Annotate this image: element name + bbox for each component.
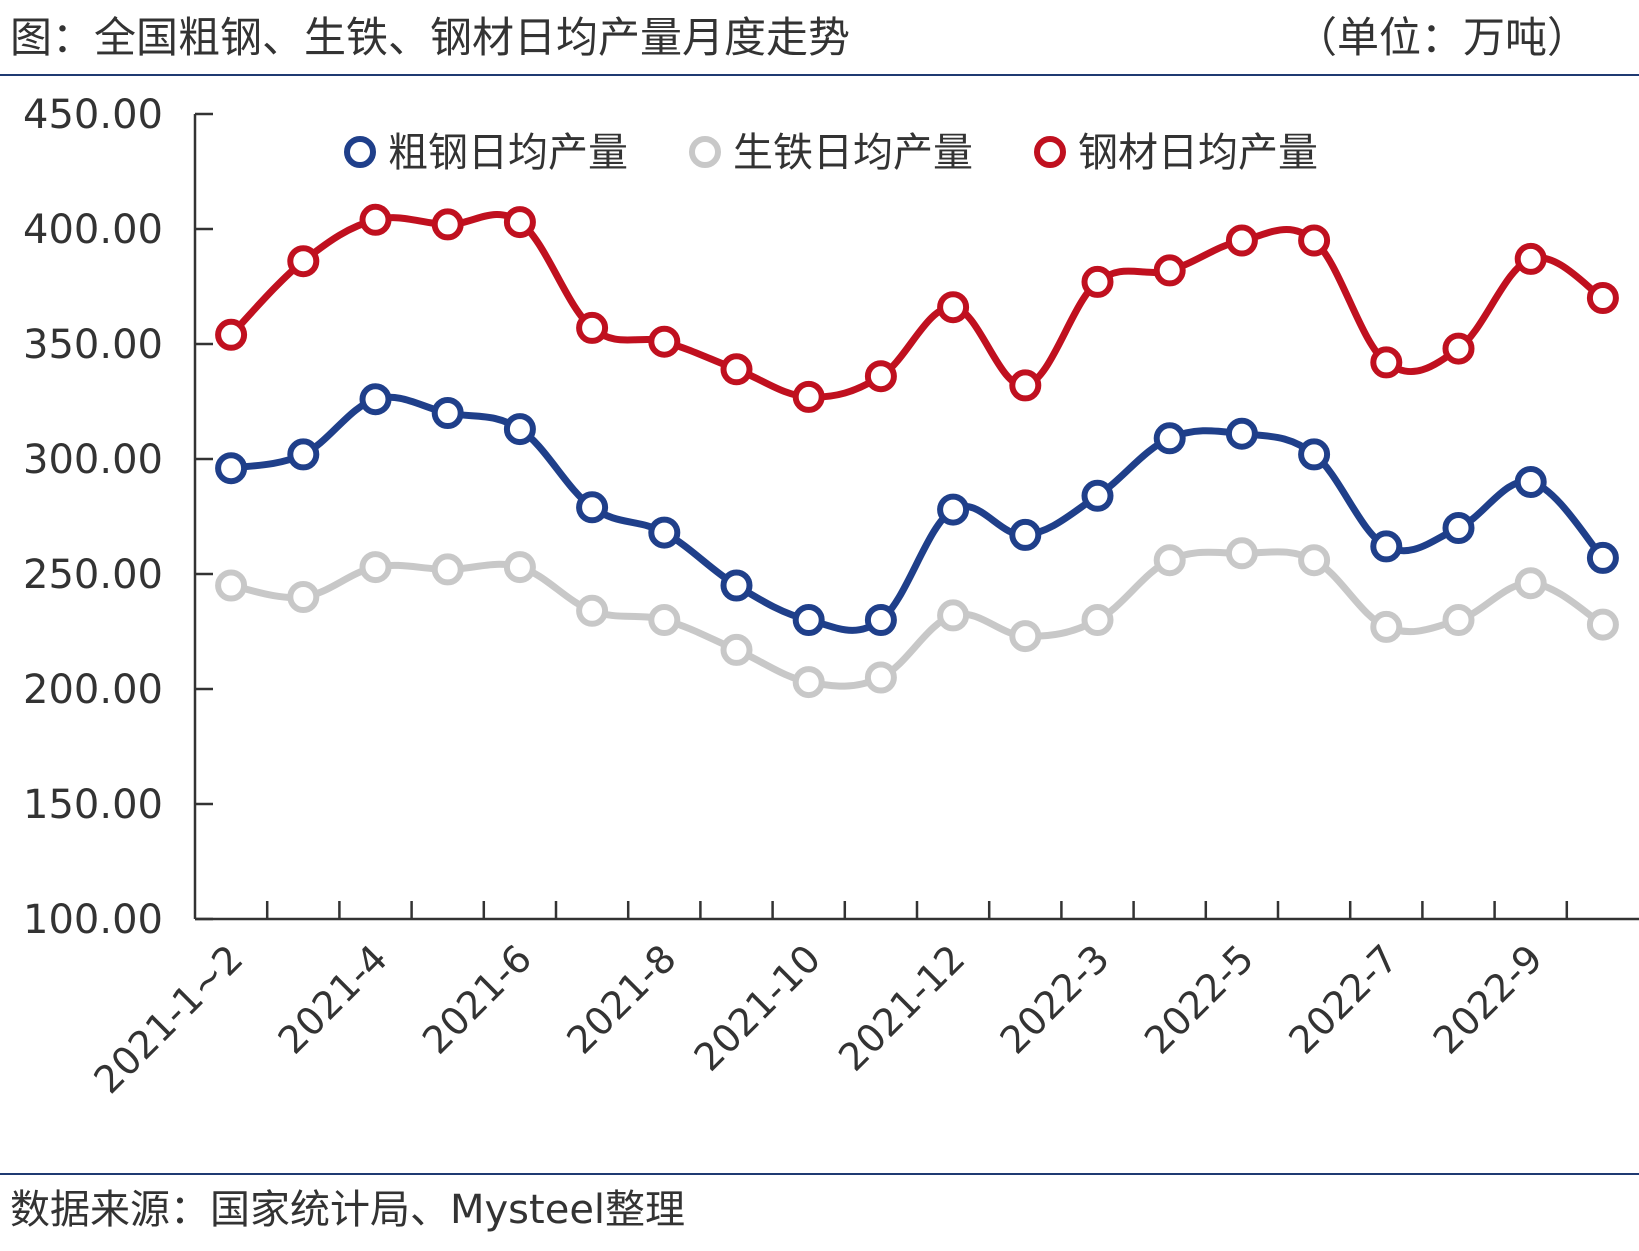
pig-iron-legend-label: 生铁日均产量: [733, 130, 973, 176]
axes: [193, 114, 1639, 921]
top-divider: [0, 74, 1639, 76]
crude-steel-line: [227, 393, 1607, 634]
steel-products-point: [1370, 346, 1403, 379]
steel-products-legend-label: 钢材日均产量: [1078, 130, 1318, 176]
crude-steel-point: [648, 516, 681, 549]
steel-products-point: [792, 380, 825, 413]
steel-products-point: [1442, 332, 1475, 365]
crude-steel-point: [1081, 479, 1114, 512]
crude-steel-point: [1225, 417, 1258, 450]
pig-iron-point: [431, 553, 464, 586]
steel-products-point: [1009, 369, 1042, 402]
crude-steel-point: [431, 397, 464, 429]
crude-steel-point: [1153, 422, 1186, 455]
pig-iron-point: [1153, 544, 1186, 577]
crude-steel-point: [1370, 530, 1403, 563]
pig-iron-point: [1586, 608, 1619, 641]
y-tick-label: 350.00: [23, 322, 163, 368]
pig-iron-point: [1370, 610, 1403, 643]
x-tick-label: 2022-7: [1280, 936, 1406, 1062]
steel-products-point: [359, 203, 392, 236]
steel-products-legend-marker: [1034, 136, 1066, 168]
crude-steel-point: [503, 413, 536, 446]
steel-products-point: [215, 318, 248, 351]
crude-steel-point: [792, 604, 825, 636]
crude-steel-point: [287, 438, 320, 471]
y-tick-label: 200.00: [23, 667, 163, 713]
y-axis-ticks: 100.00 150.00 200.00 250.00 300.00 350.00 400.…: [23, 92, 213, 943]
steel-products-point: [1298, 224, 1331, 257]
pig-iron-point: [937, 599, 970, 632]
crude-steel-point: [864, 604, 897, 636]
crude-steel-legend-marker: [344, 136, 376, 168]
chart-title: 图：全国粗钢、生铁、钢材日均产量月度走势: [10, 13, 851, 62]
line-chart: 100.00 150.00 200.00 250.00 300.00 350.00 400.…: [23, 92, 1639, 1102]
x-tick-label: 2022-3: [992, 936, 1118, 1062]
crude-steel-legend-label: 粗钢日均产量: [388, 130, 628, 176]
x-tick-label: 2021-6: [414, 936, 540, 1062]
header: 图：全国粗钢、生铁、钢材日均产量月度走势 （单位：万吨）: [0, 0, 1639, 76]
pig-iron-point: [287, 581, 320, 613]
steel-products-point: [937, 291, 970, 324]
y-tick-label: 250.00: [23, 552, 163, 598]
pig-iron-point: [1298, 544, 1331, 577]
y-tick-label: 300.00: [23, 437, 163, 483]
pig-iron-point: [576, 594, 609, 627]
legend: 粗钢日均产量 生铁日均产量 钢材日均产量: [344, 130, 1318, 176]
crude-steel-point: [215, 452, 248, 485]
crude-steel-point: [720, 569, 753, 602]
pig-iron-point: [1442, 604, 1475, 636]
pig-iron-point: [864, 661, 897, 694]
steel-products-point: [1081, 265, 1114, 298]
crude-steel-point: [1298, 438, 1331, 471]
crude-steel-point: [576, 491, 609, 524]
x-tick-label: 2021-8: [558, 936, 684, 1062]
pig-iron-point: [359, 551, 392, 584]
pig-iron-point: [648, 604, 681, 636]
bottom-divider: [0, 1173, 1639, 1175]
source-note: 数据来源：国家统计局、Mysteel整理: [10, 1187, 686, 1233]
y-tick-label: 450.00: [23, 92, 163, 138]
y-tick-label: 400.00: [23, 207, 163, 253]
crude-steel-point: [1442, 512, 1475, 544]
pig-iron-legend-marker: [689, 136, 721, 168]
steel-products-point: [503, 206, 536, 239]
crude-steel-point: [937, 493, 970, 526]
pig-iron-point: [1009, 620, 1042, 653]
steel-products-point: [431, 208, 464, 241]
x-tick-label: 2021-4: [270, 936, 396, 1062]
steel-products-point: [1225, 224, 1258, 257]
unit-label: （单位：万吨）: [1294, 13, 1589, 62]
pig-iron-point: [1225, 537, 1258, 570]
x-axis-ticks: 2021-1~2 2021-4 2021-6 2021-8 2021-10 2021-12…: [86, 901, 1569, 1102]
x-tick-label: 2022-9: [1425, 936, 1551, 1062]
steel-products-point: [1514, 242, 1547, 275]
crude-steel-point: [1586, 541, 1619, 574]
steel-products-point: [648, 325, 681, 358]
y-tick-label: 150.00: [23, 782, 163, 828]
steel-products-point: [720, 353, 753, 386]
pig-iron-point: [1081, 604, 1114, 636]
steel-products-point: [864, 360, 897, 393]
x-tick-label: 2021-1~2: [86, 936, 252, 1102]
steel-products-point: [1586, 282, 1619, 314]
crude-steel-point: [359, 383, 392, 416]
steel-products-point: [576, 311, 609, 344]
crude-steel-point: [1514, 466, 1547, 498]
steel-products-point: [287, 245, 320, 278]
x-tick-label: 2021-12: [830, 936, 973, 1079]
pig-iron-point: [792, 666, 825, 699]
x-tick-label: 2021-10: [686, 936, 829, 1079]
steel-products-point: [1153, 254, 1186, 287]
pig-iron-point: [720, 633, 753, 666]
pig-iron-point: [1514, 567, 1547, 600]
pig-iron-point: [503, 551, 536, 584]
series-markers: [215, 203, 1619, 699]
y-tick-label: 100.00: [23, 897, 163, 943]
crude-steel-point: [1009, 518, 1042, 551]
pig-iron-point: [215, 569, 248, 602]
x-tick-label: 2022-5: [1136, 936, 1262, 1062]
